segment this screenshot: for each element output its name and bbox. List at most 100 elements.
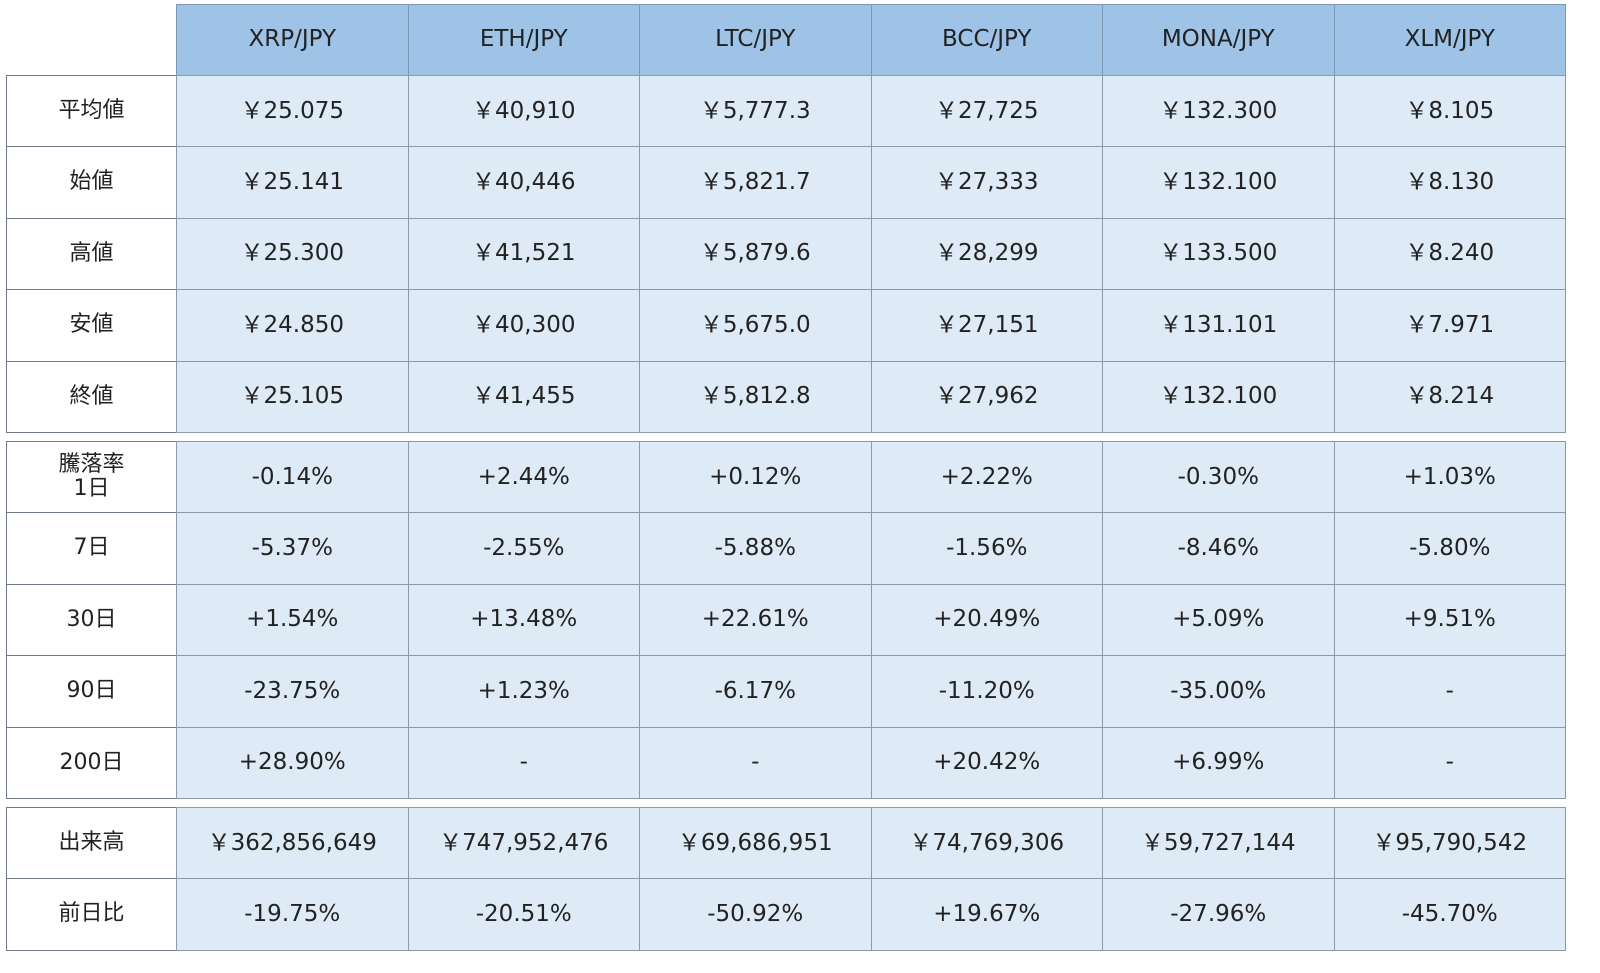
row-label-text: 30日	[66, 606, 117, 632]
data-cell: -19.75%	[176, 878, 409, 951]
data-cell: ￥5,812.8	[639, 360, 872, 433]
data-cell-text: +1.23%	[477, 677, 570, 704]
data-cell: -5.88%	[639, 512, 872, 585]
data-cell: -	[407, 726, 640, 799]
data-cell: +6.99%	[1102, 726, 1335, 799]
data-cell-text: ￥5,812.8	[699, 383, 811, 410]
data-cell: -20.51%	[407, 878, 640, 951]
data-cell-text: ￥8.130	[1405, 168, 1495, 195]
data-cell-text: ￥27,151	[935, 311, 1039, 338]
row-label-text: 7日	[73, 535, 110, 561]
data-cell: +19.67%	[870, 878, 1103, 951]
data-cell-text: ￥25.300	[240, 240, 344, 267]
data-cell-text: ￥40,910	[472, 97, 576, 124]
data-cell: -45.70%	[1333, 878, 1566, 951]
data-cell: ￥8.130	[1333, 146, 1566, 219]
data-cell-text: -50.92%	[707, 900, 804, 927]
data-cell-text: ￥27,962	[935, 383, 1039, 410]
data-cell-text: -0.14%	[251, 463, 333, 490]
data-cell: +2.22%	[870, 441, 1103, 514]
data-cell-text: -2.55%	[483, 534, 565, 561]
data-cell-text: ￥24.850	[240, 311, 344, 338]
row-label: 平均値	[6, 75, 177, 148]
data-cell-text: ￥41,521	[472, 240, 576, 267]
data-cell-text: ￥132.100	[1159, 168, 1278, 195]
data-cell: -	[1333, 726, 1566, 799]
data-cell-text: -	[1445, 749, 1454, 776]
column-header-text: ETH/JPY	[479, 26, 568, 53]
data-cell-text: -11.20%	[938, 677, 1035, 704]
data-cell: +1.23%	[407, 655, 640, 728]
data-cell-text: -5.37%	[251, 534, 333, 561]
data-cell: ￥69,686,951	[639, 807, 872, 880]
data-cell: ￥5,879.6	[639, 217, 872, 291]
data-cell-text: ￥747,952,476	[439, 829, 609, 856]
data-cell-text: ￥8.240	[1405, 240, 1495, 267]
column-header-text: BCC/JPY	[942, 26, 1032, 53]
column-header-text: XRP/JPY	[248, 26, 337, 53]
data-cell-text: ￥133.500	[1159, 240, 1278, 267]
data-cell-text: ￥7.971	[1405, 311, 1495, 338]
data-cell: +22.61%	[639, 583, 872, 657]
data-cell-text: +19.67%	[933, 900, 1041, 927]
data-cell-text: ￥362,856,649	[207, 829, 377, 856]
data-cell: -1.56%	[870, 512, 1103, 585]
data-cell-text: +2.22%	[940, 463, 1033, 490]
column-header: LTC/JPY	[639, 4, 872, 76]
data-cell-text: -	[751, 749, 760, 776]
data-cell-text: -6.17%	[714, 677, 796, 704]
column-header: XRP/JPY	[176, 4, 409, 76]
data-cell-text: ￥27,333	[935, 168, 1039, 195]
data-cell: ￥25.141	[176, 146, 409, 219]
data-cell: +28.90%	[176, 726, 409, 799]
data-cell-text: ￥28,299	[935, 240, 1039, 267]
data-cell: ￥5,777.3	[639, 75, 872, 148]
data-cell-text: -0.30%	[1177, 463, 1259, 490]
data-cell: ￥27,151	[870, 289, 1103, 362]
data-cell-text: +2.44%	[477, 463, 570, 490]
column-header: XLM/JPY	[1333, 4, 1566, 76]
data-cell: -	[1333, 655, 1566, 728]
data-cell: ￥27,725	[870, 75, 1103, 148]
data-cell-text: +0.12%	[709, 463, 802, 490]
data-cell-text: ￥69,686,951	[677, 829, 833, 856]
data-cell: ￥132.100	[1102, 360, 1335, 433]
row-label-text: 200日	[59, 749, 124, 775]
data-cell-text: ￥5,879.6	[699, 240, 811, 267]
data-cell-text: +1.03%	[1403, 463, 1496, 490]
row-label-text: 1日	[73, 476, 110, 502]
data-cell-text: -	[519, 749, 528, 776]
data-cell-text: -27.96%	[1170, 900, 1267, 927]
data-cell-text: -	[1445, 677, 1454, 704]
data-cell-text: +5.09%	[1172, 606, 1265, 633]
data-cell: ￥25.105	[176, 360, 409, 433]
data-cell: ￥8.214	[1333, 360, 1566, 433]
data-cell-text: -45.70%	[1401, 900, 1498, 927]
data-cell: -0.14%	[176, 441, 409, 514]
row-label: 高値	[6, 217, 177, 291]
row-label: 始値	[6, 146, 177, 219]
data-cell-text: +9.51%	[1403, 606, 1496, 633]
column-header-text: LTC/JPY	[715, 26, 796, 53]
data-cell: +2.44%	[407, 441, 640, 514]
data-cell-text: -35.00%	[1170, 677, 1267, 704]
row-label-text: 平均値	[58, 98, 125, 124]
data-cell: +5.09%	[1102, 583, 1335, 657]
row-label-text: 90日	[66, 678, 117, 704]
data-cell-text: ￥5,675.0	[699, 311, 811, 338]
data-cell-text: ￥25.075	[240, 97, 344, 124]
data-cell: ￥7.971	[1333, 289, 1566, 362]
data-cell: ￥40,446	[407, 146, 640, 219]
data-cell: -35.00%	[1102, 655, 1335, 728]
row-label: 安値	[6, 289, 177, 362]
data-cell: +1.54%	[176, 583, 409, 657]
row-label-text: 高値	[69, 240, 114, 266]
data-cell-text: +13.48%	[470, 606, 578, 633]
column-header: ETH/JPY	[407, 4, 640, 76]
data-cell-text: ￥27,725	[935, 97, 1039, 124]
data-cell-text: -5.80%	[1409, 534, 1491, 561]
data-cell: ￥5,821.7	[639, 146, 872, 219]
data-cell-text: ￥59,727,144	[1140, 829, 1296, 856]
section-title: 騰落率	[58, 452, 125, 477]
